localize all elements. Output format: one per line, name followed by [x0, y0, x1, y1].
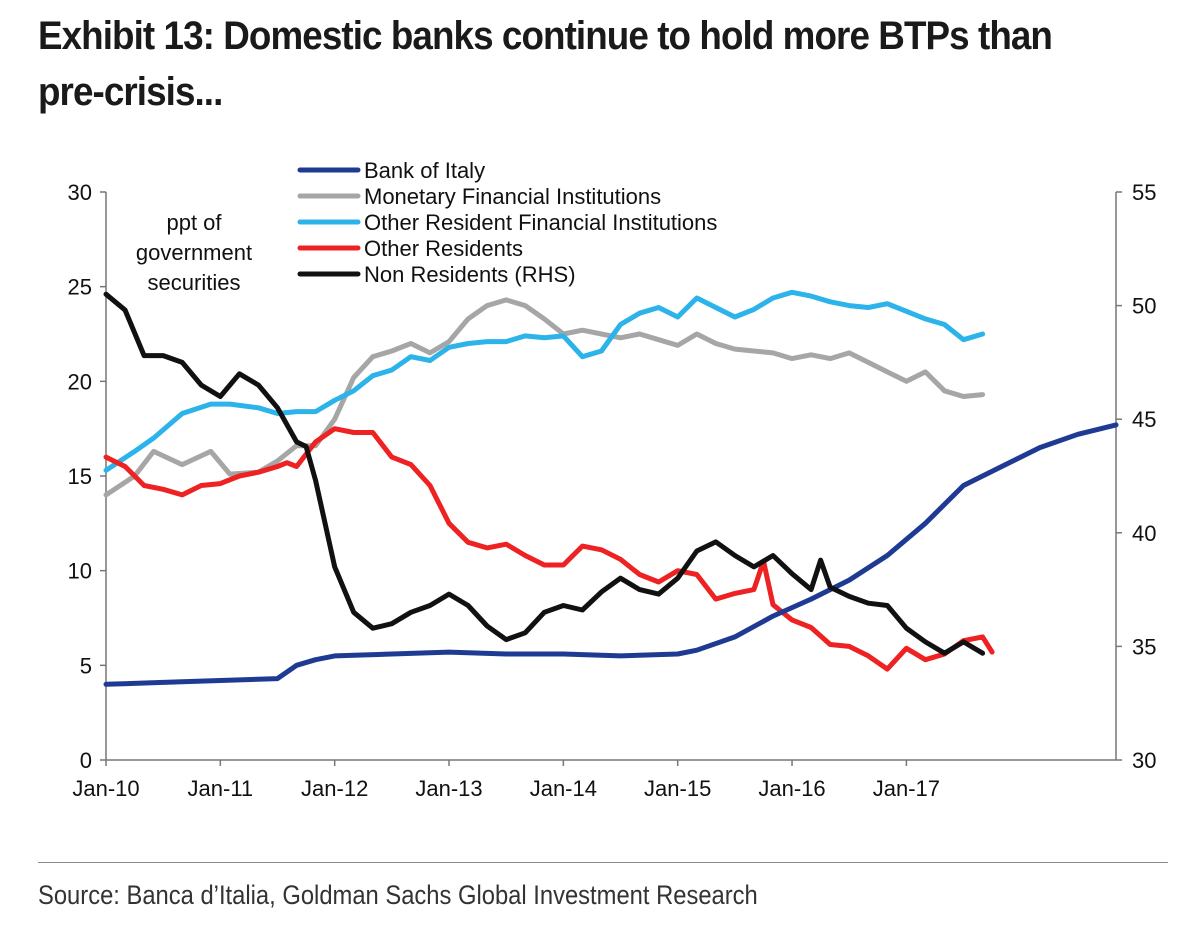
- y-left-tick-label: 15: [68, 464, 92, 489]
- x-tick-label: Jan-17: [873, 776, 940, 801]
- footer-divider: [38, 862, 1168, 863]
- chart-series-lines: [103, 289, 1119, 687]
- chart-axes: 0 5 10 15 20 25 30 30 35 40 45 50 55 Jan-10 Jan-11 Jan-…: [68, 180, 1157, 801]
- y-right-tick-label: 55: [1132, 180, 1156, 205]
- legend-label: Bank of Italy: [364, 158, 485, 183]
- x-tick-label: Jan-12: [301, 776, 368, 801]
- y-left-tick-label: 20: [68, 369, 92, 394]
- annotation-line: government: [136, 240, 252, 265]
- y-left-tick-label: 30: [68, 180, 92, 205]
- legend-label: Monetary Financial Institutions: [364, 184, 661, 209]
- x-tick-label: Jan-11: [188, 776, 254, 801]
- series-line-other-residents: [103, 426, 995, 672]
- y-left-tick-label: 5: [80, 653, 92, 678]
- chart-title-line-2: pre-crisis...: [38, 70, 223, 114]
- x-tick-label: Jan-14: [530, 776, 597, 801]
- legend-label: Non Residents (RHS): [364, 262, 576, 287]
- x-tick-label: Jan-10: [72, 776, 139, 801]
- x-tick-label: Jan-15: [644, 776, 711, 801]
- chart-title: Exhibit 13: Domestic banks continue to h…: [38, 8, 1068, 120]
- legend-label: Other Resident Financial Institutions: [364, 210, 717, 235]
- y-left-tick-label: 0: [80, 748, 92, 773]
- annotation-line: securities: [148, 270, 241, 295]
- x-tick-label: Jan-16: [758, 776, 825, 801]
- annotation-line: ppt of: [166, 210, 222, 235]
- y-right-tick-label: 40: [1132, 521, 1156, 546]
- x-tick-label: Jan-13: [415, 776, 482, 801]
- series-line-bank-of-italy: [103, 422, 1119, 687]
- y-left-tick-label: 25: [68, 275, 92, 300]
- source-note: Source: Banca d’Italia, Goldman Sachs Gl…: [38, 880, 758, 910]
- line-chart: 0 5 10 15 20 25 30 30 35 40 45 50 55 Jan-10 Jan-11 Jan-…: [68, 158, 1157, 801]
- y-right-tick-label: 45: [1132, 407, 1156, 432]
- series-line-monetary-financial-institutions: [103, 297, 986, 498]
- y-right-tick-label: 35: [1132, 634, 1156, 659]
- y-right-tick-label: 50: [1132, 294, 1156, 319]
- legend-label: Other Residents: [364, 236, 523, 261]
- y-right-tick-label: 30: [1132, 748, 1156, 773]
- series-line-other-resident-financial-institutions: [103, 289, 986, 473]
- series-line-non-residents-rhs: [103, 291, 986, 656]
- chart-title-line-1: Exhibit 13: Domestic banks continue to h…: [38, 14, 1053, 58]
- chart-annotation: ppt of government securities: [136, 210, 252, 295]
- y-left-tick-label: 10: [68, 559, 92, 584]
